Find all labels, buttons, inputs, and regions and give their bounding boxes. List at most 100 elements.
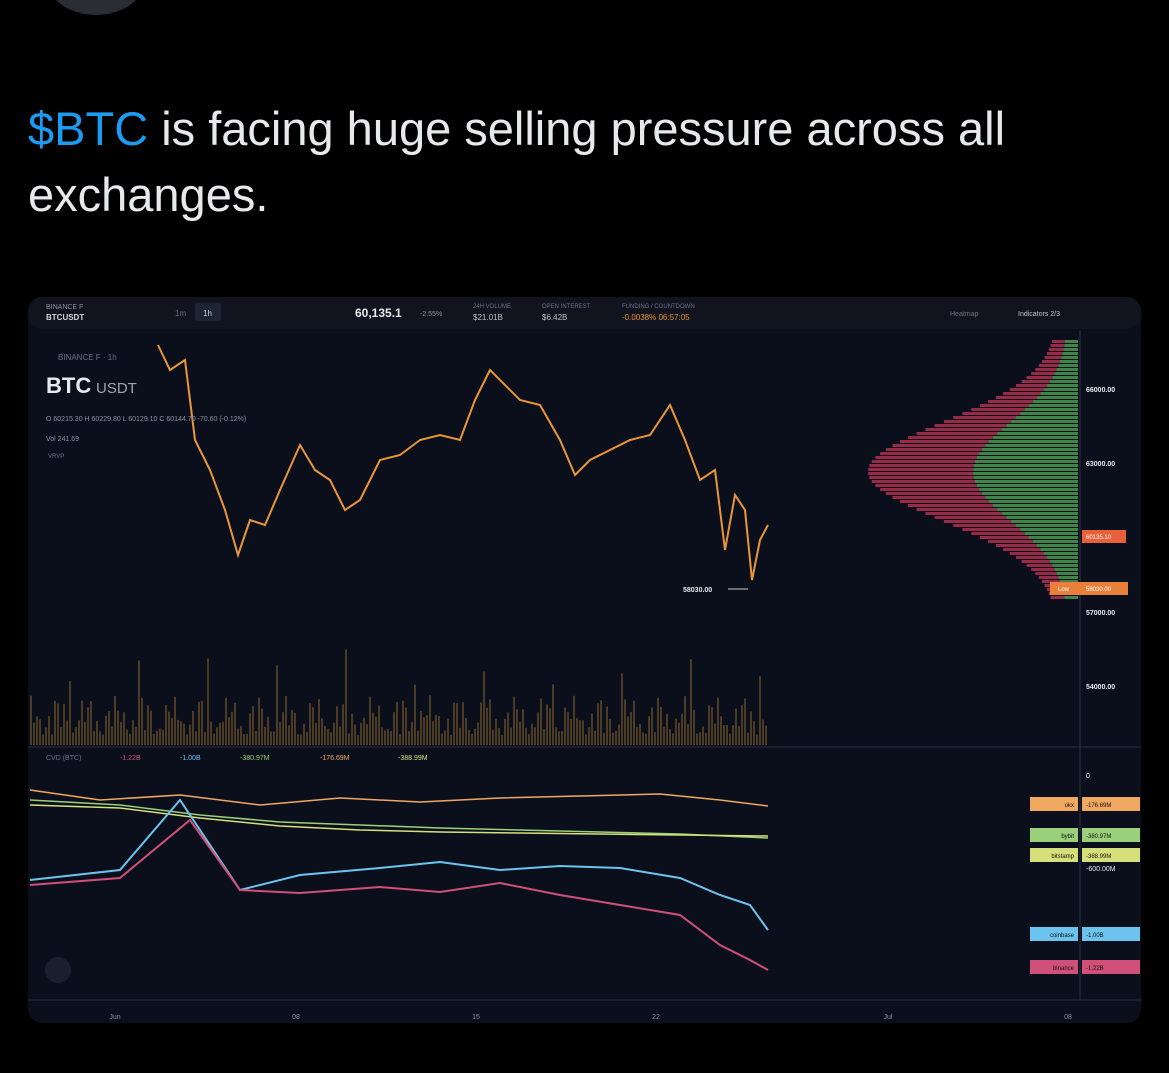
toolbar-item[interactable]: Heatmap [950,311,979,318]
volume-bar [99,731,101,745]
volume-bar [366,724,368,745]
volume-bar [288,725,290,745]
volume-bar [282,712,284,745]
volume-bar [180,721,182,745]
volume-bar [594,730,596,745]
tweet-body: is facing huge selling pressure across a… [28,102,1006,221]
volume-bar [240,726,242,745]
volume-bar [558,731,560,745]
volume-bar [711,707,713,745]
volume-bar [630,712,632,745]
tweet-text: $BTC is facing huge selling pressure acr… [28,96,1138,228]
vp-green [1049,560,1078,563]
volume-bar [396,701,398,745]
stat-value: $21.01B [473,313,503,322]
volume-bar [54,700,56,745]
volume-bar [255,731,257,745]
cvd-tag-value: -1.00B [1086,933,1104,939]
volume-bar [150,710,152,745]
vp-green [997,508,1078,511]
vp-green [1047,384,1078,387]
vp-green [1064,340,1078,343]
vp-red [962,412,1021,415]
vp-green [1040,392,1078,395]
cvd-tag-name-bg [1030,960,1078,974]
vp-green [1028,404,1078,407]
volume-bar [375,716,377,745]
volume-bar [642,732,644,745]
vp-red [868,472,974,475]
volume-bar [705,732,707,745]
vp-red [962,528,1021,531]
interval-active[interactable] [195,303,221,321]
volume-bar [528,734,530,745]
vp-red [925,428,1002,431]
volume-bar [72,732,74,745]
volume-bar [723,724,725,745]
vp-green [1036,396,1078,399]
volume-bar [156,730,158,745]
interval: 1m [175,309,186,318]
volume-bar [300,734,302,745]
vp-red [907,504,993,507]
volume-bar [627,716,629,745]
logo[interactable] [45,957,71,983]
volume-bar [405,707,407,745]
vp-green [1052,564,1078,567]
volume-bar [189,724,191,745]
vp-red [899,500,989,503]
volume-bar [447,718,449,745]
volume-bar [363,717,365,745]
volume-bar [492,729,494,745]
cvd-tag-value-bg [1082,927,1140,941]
toolbar-item[interactable]: Indicators 2/3 [1018,311,1060,318]
volume-bar [645,733,647,745]
volume-bar [222,721,224,745]
volume-bar [351,713,353,745]
volume-bar [510,727,512,745]
volume-bar [165,705,167,745]
volume-bar [624,699,626,745]
volume-bar [213,733,215,745]
volume-bar [540,698,542,745]
volume-bar [198,702,200,745]
volume-bar [87,707,89,745]
volume-bars [30,649,767,745]
volume-bar [210,721,212,745]
volume-bar [294,712,296,745]
volume-bar [426,715,428,745]
volume-bar [78,720,80,745]
vp-red [892,496,986,499]
volume-bar [513,696,515,745]
volume-bar [567,712,569,745]
volume-bar [291,709,293,745]
cashtag[interactable]: $BTC [28,102,149,155]
vp-red [1044,356,1062,359]
vp-red [880,452,980,455]
volume-bar [738,726,740,745]
volume-bar [699,732,701,745]
volume-bar [105,715,107,745]
vp-red [1046,352,1063,355]
vp-green [1036,544,1078,547]
volume-bar [651,707,653,745]
vp-green [1061,356,1078,359]
volume-bar [387,728,389,745]
volume-bar [720,716,722,745]
vp-red [1009,388,1044,391]
vp-red [1035,572,1057,575]
volume-bar [498,728,500,745]
cvd-header: -1.22B [120,755,141,762]
volume-bar [384,730,386,745]
volume-bar [192,710,194,745]
cvd-tag-name-bg [1030,797,1078,811]
volume-bar [690,659,692,745]
volume-bar [756,734,758,745]
volume-bar [654,732,656,745]
legend-quote: USDT [96,380,137,397]
vp-red [943,420,1011,423]
volume-bar [717,697,719,745]
volume-bar [174,696,176,745]
volume-bar [495,718,497,745]
